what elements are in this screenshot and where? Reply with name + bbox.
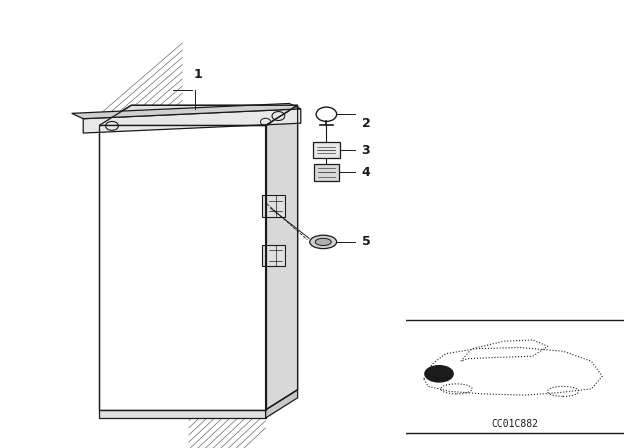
- Polygon shape: [99, 125, 266, 410]
- Text: 1: 1: [194, 68, 203, 81]
- Ellipse shape: [315, 238, 332, 246]
- FancyBboxPatch shape: [313, 142, 340, 158]
- Ellipse shape: [310, 235, 337, 249]
- Polygon shape: [99, 410, 266, 418]
- Polygon shape: [266, 105, 298, 410]
- Polygon shape: [72, 103, 301, 119]
- Text: 2: 2: [362, 116, 371, 130]
- Text: 4: 4: [362, 166, 371, 179]
- Polygon shape: [83, 109, 301, 133]
- Text: CC01C882: CC01C882: [492, 419, 539, 429]
- Polygon shape: [266, 390, 298, 418]
- Text: 3: 3: [362, 143, 370, 157]
- Polygon shape: [262, 245, 285, 266]
- Polygon shape: [99, 105, 298, 125]
- Text: 5: 5: [362, 235, 371, 249]
- Circle shape: [425, 366, 453, 382]
- FancyBboxPatch shape: [314, 164, 339, 181]
- Polygon shape: [262, 195, 285, 217]
